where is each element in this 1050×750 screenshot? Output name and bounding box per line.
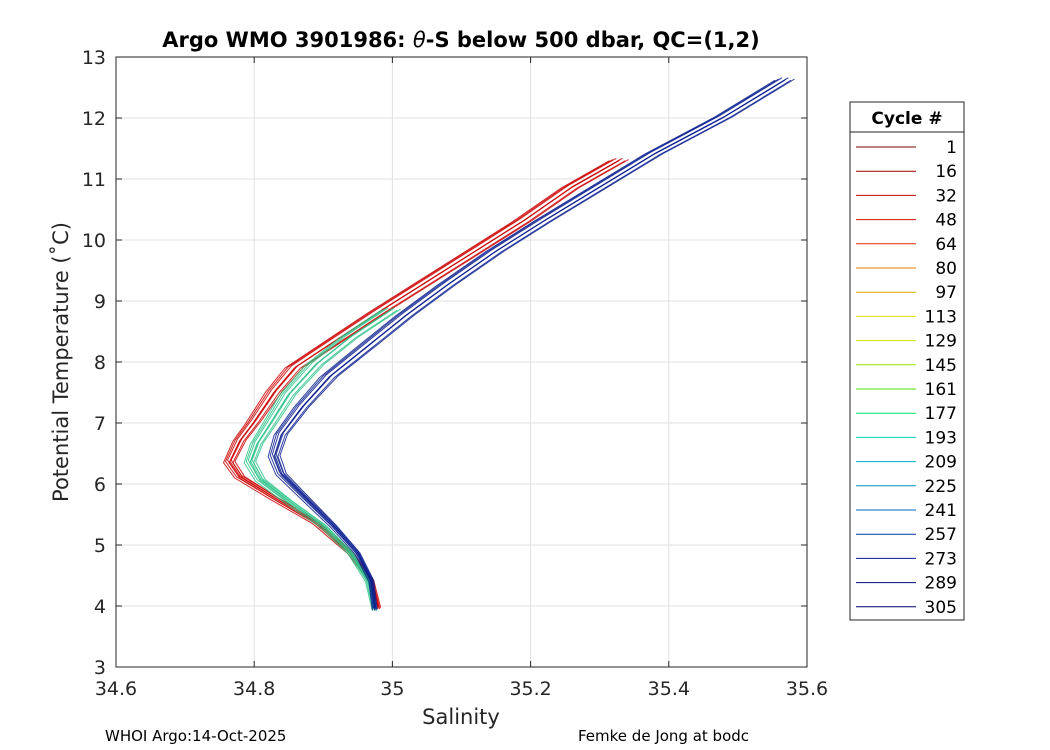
grid <box>115 56 808 668</box>
chart-title-theta: θ <box>413 28 426 52</box>
y-axis-label: Potential Temperature (˚C) <box>49 222 73 502</box>
legend-title: Cycle # <box>871 109 942 129</box>
profile-line <box>222 160 610 610</box>
y-tick-label: 11 <box>82 169 106 191</box>
legend-entries: 1 16 32 48 64 80 97 113 129 145 161 177 193 209 225 241… <box>856 138 957 618</box>
x-tick-label: 35.4 <box>648 678 690 700</box>
profile-series-2 <box>267 77 795 611</box>
y-tick-label: 4 <box>94 596 106 618</box>
legend-label: 145 <box>925 356 957 376</box>
legend-label: 225 <box>925 477 957 497</box>
profile-line <box>279 78 795 610</box>
legend-label: 129 <box>925 332 957 352</box>
legend-label: 257 <box>925 525 957 545</box>
y-tick-label: 6 <box>94 474 106 496</box>
legend: Cycle # 1 16 32 48 64 80 97 113 129 145 161 177 193 2… <box>849 101 965 621</box>
legend-label: 97 <box>935 283 957 303</box>
profile-line <box>253 309 398 612</box>
profile-line <box>269 78 779 610</box>
profile-line <box>243 309 382 612</box>
legend-label: 80 <box>935 259 957 279</box>
legend-label: 161 <box>925 380 957 400</box>
legend-label: 177 <box>925 404 957 424</box>
legend-label: 305 <box>925 598 957 618</box>
footer-left: WHOI Argo:14-Oct-2025 <box>105 727 286 745</box>
legend-label: 273 <box>925 549 957 569</box>
x-tick-label: 35.6 <box>786 678 828 700</box>
legend-label: 193 <box>925 428 957 448</box>
y-tick-label: 13 <box>82 47 106 69</box>
y-tick-label: 5 <box>94 535 106 557</box>
profile-line <box>275 77 789 608</box>
legend-box <box>849 101 965 621</box>
y-tick-label: 7 <box>94 413 106 435</box>
legend-label: 1 <box>946 138 957 158</box>
legend-label: 32 <box>935 186 957 206</box>
y-tick-label: 8 <box>94 352 106 374</box>
x-tick-label: 34.8 <box>233 678 275 700</box>
y-tick-label: 10 <box>82 230 106 252</box>
legend-label: 64 <box>935 235 957 255</box>
legend-label: 241 <box>925 501 957 521</box>
x-tick-label: 35.2 <box>509 678 551 700</box>
chart-title: Argo WMO 3901986: θ-S below 500 dbar, QC… <box>162 28 759 52</box>
y-tick-label: 12 <box>82 108 106 130</box>
y-tick-label: 9 <box>94 291 106 313</box>
x-axis-label: Salinity <box>422 705 500 729</box>
legend-label: 209 <box>925 453 957 473</box>
profile-series-1 <box>243 307 401 612</box>
profile-line <box>255 308 401 610</box>
legend-label: 289 <box>925 574 957 594</box>
series-layer <box>222 77 795 612</box>
x-tick-label: 34.6 <box>95 678 137 700</box>
ticks: 34.6 34.8 35 35.2 35.4 35.6 3 4 5 6 7 8 9 10 11 12 13 <box>82 47 828 700</box>
legend-label: 48 <box>935 211 957 231</box>
legend-label: 16 <box>935 162 957 182</box>
x-tick-label: 35 <box>380 678 404 700</box>
chart-title-prefix: Argo WMO 3901986: <box>162 28 413 52</box>
profile-line <box>267 79 776 611</box>
footer-right: Femke de Jong at bodc <box>578 727 749 745</box>
profile-line <box>277 79 792 611</box>
legend-label: 113 <box>925 307 957 327</box>
y-tick-label: 3 <box>94 657 106 679</box>
chart-title-suffix: -S below 500 dbar, QC=(1,2) <box>426 28 760 52</box>
